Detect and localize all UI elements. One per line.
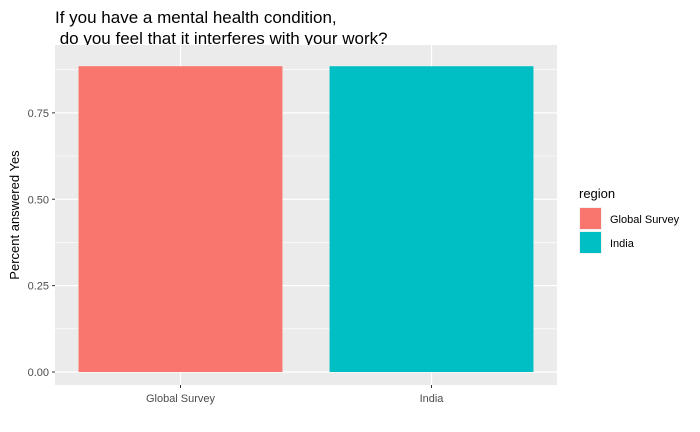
legend-title: region bbox=[579, 186, 615, 201]
y-tick-label: 0.75 bbox=[28, 108, 49, 120]
bars bbox=[78, 66, 534, 373]
x-tick-label: Global Survey bbox=[146, 393, 216, 405]
bar bbox=[78, 66, 283, 373]
bar bbox=[329, 66, 534, 373]
legend-label: Global Survey bbox=[610, 214, 680, 226]
y-tick-label: 0.50 bbox=[28, 194, 49, 206]
y-axis-title: Percent answered Yes bbox=[7, 150, 22, 280]
chart-title: If you have a mental health condition, d… bbox=[55, 8, 388, 48]
legend-swatch bbox=[580, 208, 601, 229]
legend-swatch bbox=[580, 232, 601, 253]
x-axis: Global Survey India bbox=[146, 385, 444, 405]
y-tick-label: 0.00 bbox=[28, 367, 49, 379]
x-tick-label: India bbox=[420, 393, 445, 405]
legend: region Global Survey India bbox=[579, 186, 680, 254]
y-tick-label: 0.25 bbox=[28, 281, 49, 293]
y-axis: 0.00 0.25 0.50 0.75 bbox=[28, 108, 55, 379]
legend-label: India bbox=[610, 238, 635, 250]
